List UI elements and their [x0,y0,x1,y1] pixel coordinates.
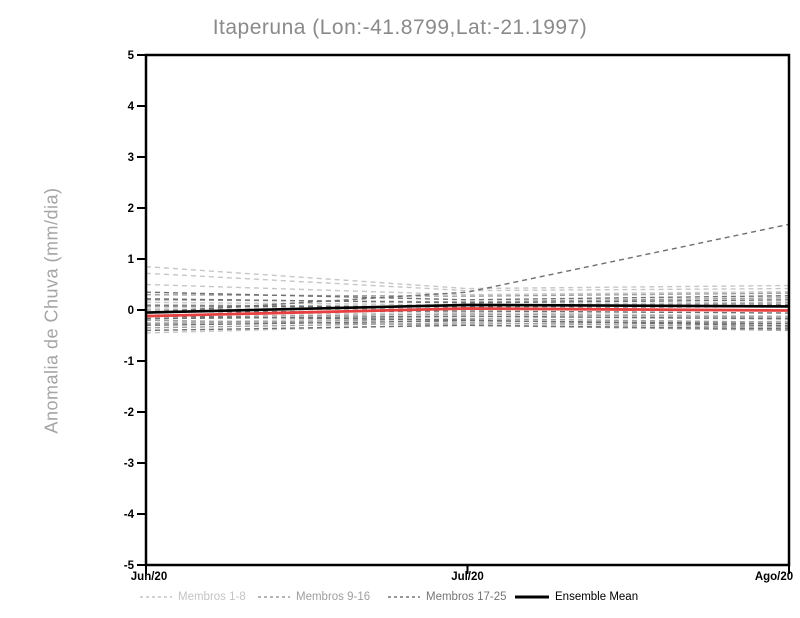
legend-entry-ensemble-mean: Ensemble Mean [515,589,638,605]
member-line [145,315,790,320]
member-line [145,291,790,301]
y-tick-label: 3 [128,152,134,164]
member-line [145,292,790,297]
member-line [145,319,790,332]
member-line [145,322,790,329]
member-line [145,298,790,304]
y-tick-label: -1 [124,356,135,368]
legend-entry-membros-17-25: Membros 17-25 [388,589,507,605]
member-line [145,310,790,314]
member-line [145,317,790,325]
y-tick-label: 0 [128,305,134,317]
x-tick-label: Jul/20 [451,571,484,583]
legend: Membros 1-8 Membros 9-16 Membros 17-25 E… [0,589,800,607]
y-tick-label: 4 [128,101,135,113]
member-line [145,272,790,292]
legend-label: Membros 1-8 [178,591,246,603]
member-line [145,302,790,308]
solid-line-sample-icon [515,595,549,599]
legend-label: Membros 17-25 [426,591,507,603]
red-reference-line [145,307,790,318]
ensemble-mean-line [145,303,790,314]
member-line [145,283,790,296]
y-tick-label: 5 [128,50,135,62]
member-line [145,301,790,306]
x-tick-label: Ago/20 [755,571,793,583]
member-line [145,315,790,327]
member-line [145,265,790,290]
member-line [145,320,790,334]
legend-label: Ensemble Mean [555,591,639,603]
y-tick-label: -5 [124,560,135,572]
member-line [145,320,790,326]
member-line [145,313,790,318]
x-tick-label: Jun/20 [131,571,167,583]
dashed-line-sample-icon [388,596,420,598]
legend-entry-membros-9-16: Membros 9-16 [258,589,370,605]
y-tick-label: -3 [124,458,134,470]
dashed-line-sample-icon [258,596,290,598]
y-tick-label: -2 [124,407,134,419]
legend-label: Membros 9-16 [296,591,371,603]
member-line [145,311,790,317]
chart-title: Itaperuna (Lon:-41.8799,Lat:-21.1997) [212,16,588,39]
y-tick-label: 1 [128,254,135,266]
y-tick-label: -4 [124,509,135,521]
dashed-line-sample-icon [140,596,172,598]
member-line [145,223,790,314]
member-line [145,297,790,303]
legend-entry-membros-1-8: Membros 1-8 [140,589,246,605]
member-line [145,315,790,324]
y-tick-label: 2 [128,203,134,215]
member-line [145,324,790,332]
